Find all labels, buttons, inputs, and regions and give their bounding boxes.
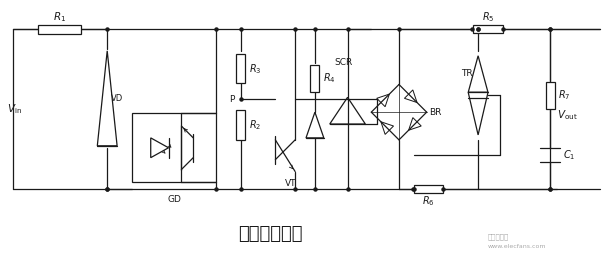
- Bar: [236, 110, 245, 140]
- Text: SCR: SCR: [335, 58, 352, 67]
- Text: VT: VT: [284, 179, 296, 188]
- Text: $R_2$: $R_2$: [249, 118, 261, 132]
- Text: BR: BR: [429, 108, 441, 117]
- Text: P: P: [230, 95, 235, 104]
- Text: TR: TR: [462, 69, 473, 78]
- Bar: [473, 25, 503, 33]
- Bar: [546, 82, 555, 109]
- Text: $V_{\rm in}$: $V_{\rm in}$: [7, 102, 22, 116]
- Text: GD: GD: [167, 195, 181, 204]
- Text: $R_1$: $R_1$: [53, 10, 66, 24]
- Text: 电子发烧友: 电子发烧友: [488, 233, 509, 240]
- Bar: [311, 65, 319, 92]
- Bar: [132, 113, 216, 182]
- Text: $R_5$: $R_5$: [482, 10, 494, 24]
- Text: 继电器原理图: 继电器原理图: [238, 225, 303, 243]
- Text: $R_7$: $R_7$: [558, 88, 571, 102]
- Text: $V_{\rm out}$: $V_{\rm out}$: [558, 108, 578, 122]
- Text: VD: VD: [111, 94, 123, 103]
- Text: $R_3$: $R_3$: [249, 62, 261, 75]
- Text: $R_4$: $R_4$: [323, 72, 336, 85]
- Bar: [236, 54, 245, 84]
- Bar: [414, 185, 443, 193]
- Bar: [38, 25, 82, 34]
- Text: $C_1$: $C_1$: [563, 148, 575, 162]
- Text: www.elecfans.com: www.elecfans.com: [488, 244, 546, 249]
- Text: $R_6$: $R_6$: [422, 194, 435, 208]
